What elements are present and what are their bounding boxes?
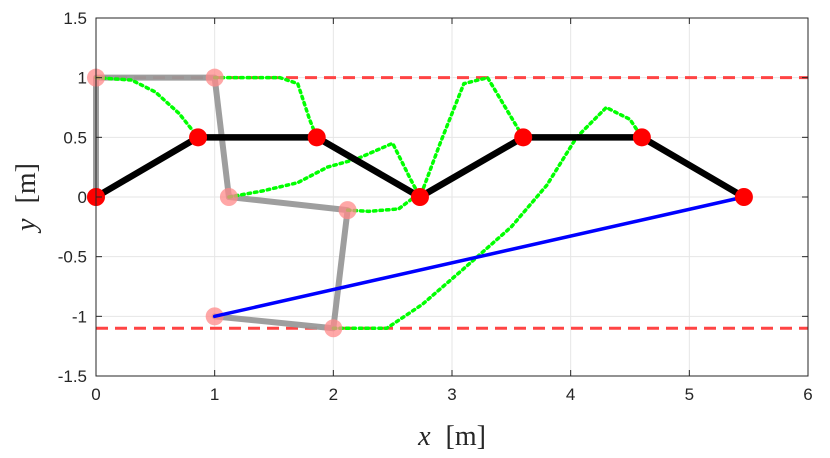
trajectory-path bbox=[331, 105, 644, 331]
x-axis-label: x [m] bbox=[417, 421, 486, 452]
end-effector-line bbox=[212, 195, 746, 319]
final-joint-marker bbox=[734, 188, 753, 206]
y-tick-label: 0.5 bbox=[63, 128, 87, 147]
y-tick-label: -1.5 bbox=[58, 367, 87, 386]
initial-joint-marker bbox=[324, 319, 343, 338]
y-tick-label: -1 bbox=[72, 307, 87, 326]
trajectory-path bbox=[345, 75, 525, 214]
y-tick-label: 1.5 bbox=[63, 9, 87, 28]
final-joint-marker bbox=[514, 128, 533, 147]
y-tick-label: 0 bbox=[78, 188, 87, 207]
trajectory-path bbox=[227, 141, 422, 199]
trajectory-path bbox=[94, 75, 200, 140]
y-axis-label-var: y bbox=[11, 218, 42, 234]
x-tick-label: 5 bbox=[685, 385, 694, 404]
ticks: 0 1 2 3 4 5 6 -1.5 -1 -0.5 0 0.5 1 1.5 bbox=[58, 9, 813, 404]
x-axis-label-var: x bbox=[417, 421, 431, 452]
initial-joint-marker bbox=[205, 68, 224, 87]
x-tick-label: 2 bbox=[329, 385, 338, 404]
final-joint-marker bbox=[307, 128, 326, 147]
y-axis-label: y [m] bbox=[11, 163, 42, 234]
x-tick-label: 1 bbox=[210, 385, 219, 404]
grid bbox=[95, 17, 809, 377]
series bbox=[87, 68, 753, 338]
y-tick-label: 1 bbox=[78, 69, 87, 88]
y-axis-label-unit: [m] bbox=[11, 163, 42, 203]
final-joint-marker bbox=[189, 128, 208, 147]
x-tick-label: 0 bbox=[91, 385, 100, 404]
trajectory-path bbox=[212, 75, 319, 140]
x-axis-label-unit: [m] bbox=[446, 421, 486, 452]
initial-joint-marker bbox=[338, 201, 357, 220]
x-tick-label: 3 bbox=[447, 385, 456, 404]
x-tick-label: 4 bbox=[566, 385, 575, 404]
y-tick-label: -0.5 bbox=[58, 248, 87, 267]
final-joint-marker bbox=[632, 128, 651, 147]
final-joint-marker bbox=[410, 188, 429, 206]
x-tick-label: 6 bbox=[803, 385, 812, 404]
initial-joint-marker bbox=[219, 188, 238, 206]
